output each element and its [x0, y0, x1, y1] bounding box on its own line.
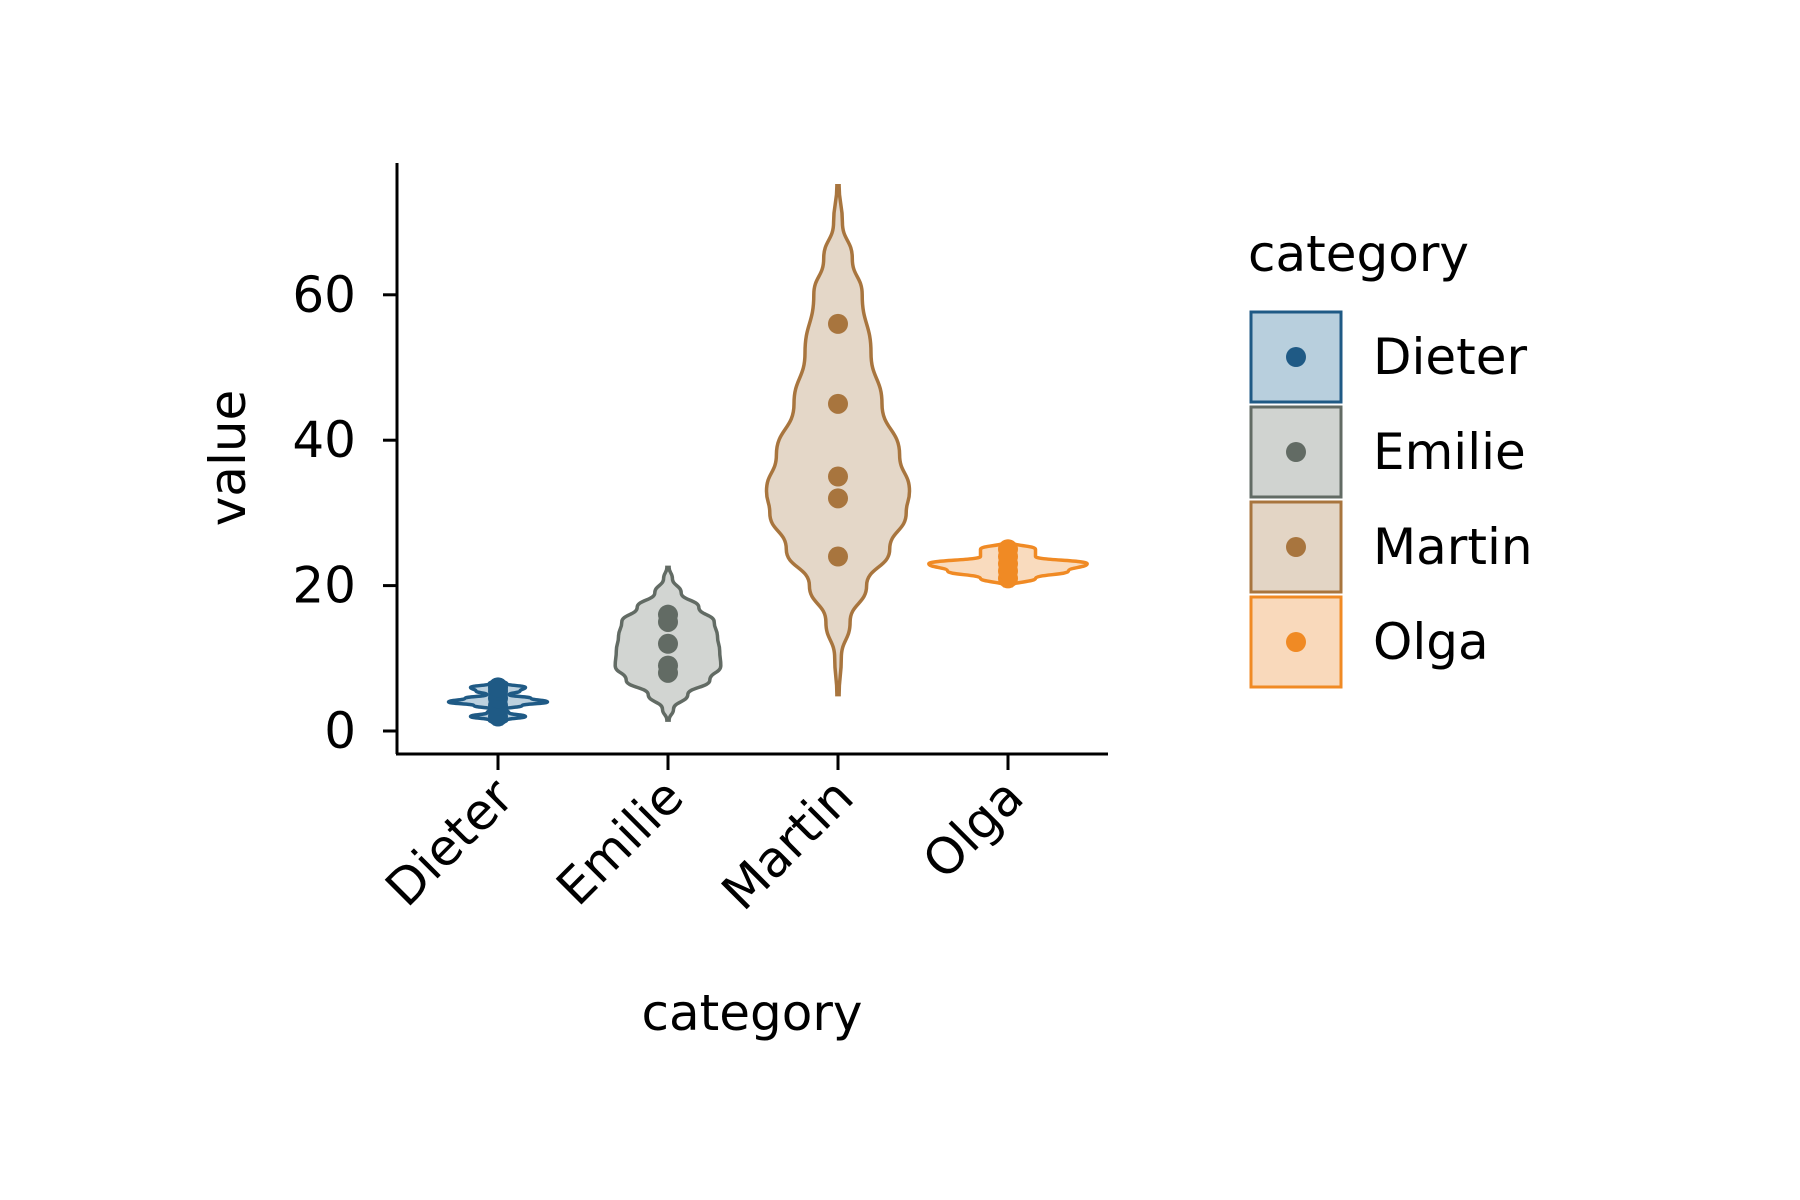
data-point	[658, 655, 678, 676]
y-tick-label: 0	[324, 702, 356, 760]
legend-marker	[1286, 632, 1306, 652]
legend-items: Dieter Emilie Martin Olga	[1249, 310, 1533, 689]
legend-marker	[1286, 442, 1306, 462]
data-point	[658, 604, 678, 625]
x-axis-title: category	[642, 984, 863, 1042]
data-point	[658, 633, 678, 654]
data-point	[998, 539, 1018, 560]
data-point	[828, 488, 848, 509]
data-point	[828, 546, 848, 567]
legend: category Dieter Emilie Martin Olga	[1248, 225, 1533, 689]
y-tick-label: 20	[292, 557, 356, 615]
legend-label: Martin	[1373, 518, 1533, 576]
x-tick-label: Dieter	[375, 767, 525, 917]
legend-swatch	[1249, 310, 1343, 404]
y-axis-title: value	[199, 390, 257, 527]
legend-marker	[1286, 347, 1306, 367]
data-point	[828, 313, 848, 334]
x-tick-label: Olga	[912, 767, 1035, 890]
legend-marker	[1286, 537, 1306, 557]
y-ticks: 0 20 40 60	[292, 266, 397, 760]
legend-swatch	[1249, 405, 1343, 499]
violins	[446, 184, 1089, 726]
data-point	[828, 393, 848, 414]
legend-title: category	[1248, 225, 1469, 283]
y-tick-label: 60	[292, 266, 356, 324]
data-point	[488, 677, 508, 698]
data-point	[828, 466, 848, 487]
legend-label: Olga	[1373, 613, 1489, 671]
violin-martin	[764, 184, 912, 697]
x-ticks: Dieter Emilie Martin Olga	[375, 754, 1035, 921]
data-points	[488, 313, 1018, 727]
x-tick-label: Martin	[711, 767, 865, 921]
legend-label: Emilie	[1373, 423, 1526, 481]
y-tick-label: 40	[292, 411, 356, 469]
x-tick-label: Emilie	[545, 767, 694, 916]
legend-label: Dieter	[1373, 328, 1528, 386]
